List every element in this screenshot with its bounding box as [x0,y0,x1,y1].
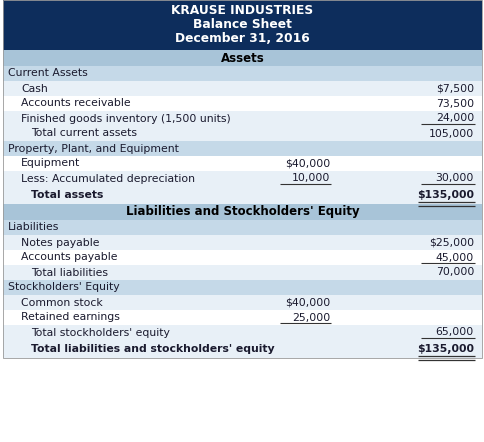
Text: Total current assets: Total current assets [31,129,136,138]
Text: 70,000: 70,000 [435,267,473,278]
Bar [3,0,481,50]
Text: Total assets: Total assets [31,190,103,200]
Bar [3,50,481,66]
Text: Retained earnings: Retained earnings [21,312,120,323]
Bar [3,171,481,186]
Text: 25,000: 25,000 [291,312,329,323]
Text: Liabilities: Liabilities [8,222,59,232]
Text: $40,000: $40,000 [284,159,329,168]
Bar [3,325,481,340]
Bar [3,204,481,220]
Text: December 31, 2016: December 31, 2016 [175,33,309,46]
Bar [3,81,481,96]
Text: $7,500: $7,500 [435,84,473,94]
Text: $135,000: $135,000 [416,190,473,200]
Bar [3,96,481,111]
Text: Stockholders' Equity: Stockholders' Equity [8,282,120,293]
Text: Property, Plant, and Equipment: Property, Plant, and Equipment [8,144,179,153]
Bar [3,250,481,265]
Text: Balance Sheet: Balance Sheet [193,19,291,31]
Text: Total stockholders' equity: Total stockholders' equity [31,328,169,338]
Text: 65,000: 65,000 [435,328,473,338]
Text: 30,000: 30,000 [435,174,473,183]
Text: KRAUSE INDUSTRIES: KRAUSE INDUSTRIES [171,4,313,18]
Text: Accounts payable: Accounts payable [21,252,117,263]
Text: Current Assets: Current Assets [8,69,88,79]
Bar [3,220,481,235]
Text: Cash: Cash [21,84,47,94]
Text: 105,000: 105,000 [428,129,473,138]
Bar [3,141,481,156]
Bar [3,235,481,250]
Text: $25,000: $25,000 [428,237,473,248]
Text: Total liabilities: Total liabilities [31,267,108,278]
Text: Accounts receivable: Accounts receivable [21,99,130,108]
Bar [3,66,481,81]
Bar [3,111,481,126]
Bar [3,295,481,310]
Bar [3,280,481,295]
Bar [3,310,481,325]
Text: 45,000: 45,000 [435,252,473,263]
Bar [3,265,481,280]
Text: Assets: Assets [220,52,264,65]
Text: Liabilities and Stockholders' Equity: Liabilities and Stockholders' Equity [125,206,359,218]
Text: Common stock: Common stock [21,297,103,308]
Text: Less: Accumulated depreciation: Less: Accumulated depreciation [21,174,195,183]
Text: 10,000: 10,000 [291,174,329,183]
Text: 73,500: 73,500 [435,99,473,108]
Text: Notes payable: Notes payable [21,237,99,248]
Text: $135,000: $135,000 [416,344,473,354]
Bar [3,156,481,171]
Text: 24,000: 24,000 [435,114,473,123]
Text: $40,000: $40,000 [284,297,329,308]
Bar [3,186,481,204]
Bar [3,340,481,358]
Text: Total liabilities and stockholders' equity: Total liabilities and stockholders' equi… [31,344,274,354]
Bar [3,0,481,358]
Text: Finished goods inventory (1,500 units): Finished goods inventory (1,500 units) [21,114,230,123]
Bar [3,126,481,141]
Text: Equipment: Equipment [21,159,80,168]
